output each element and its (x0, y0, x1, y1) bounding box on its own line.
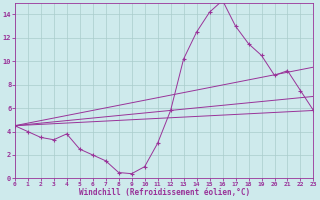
X-axis label: Windchill (Refroidissement éolien,°C): Windchill (Refroidissement éolien,°C) (78, 188, 250, 197)
